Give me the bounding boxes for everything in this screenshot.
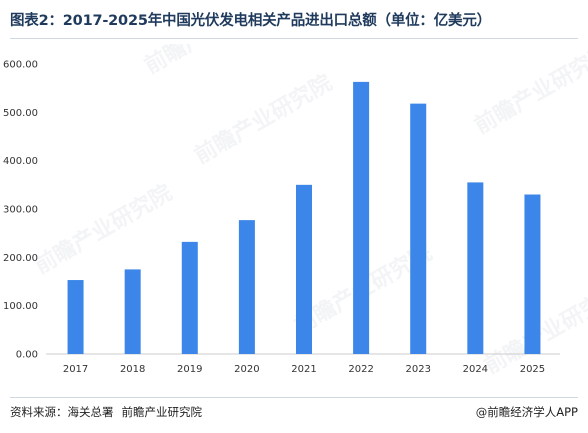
x-tick-label: 2022	[348, 364, 373, 375]
bar-2020	[238, 220, 255, 354]
x-tick-label: 2024	[463, 364, 488, 375]
y-tick-label: 100.00	[3, 301, 38, 312]
bar-2025	[524, 194, 541, 354]
chart-title: 图表2：2017-2025年中国光伏发电相关产品进出口总额（单位：亿美元）	[10, 13, 491, 29]
x-axis-ticks: 2017 2018 2019 2020 2021 2022 2023 2024 2025	[63, 364, 545, 375]
watermark-text: 前瞻产业研究院	[30, 180, 176, 280]
x-tick-label: 2018	[120, 364, 145, 375]
x-tick-label: 2020	[234, 364, 259, 375]
x-tick-label: 2025	[520, 364, 545, 375]
bar-2022	[353, 81, 370, 354]
app-credit: @前瞻经济学人APP	[475, 405, 578, 419]
bar-chart: 前瞻产业研究院前瞻产业研究院前瞻产业研究院前瞻产业研究院前瞻产业研究院前瞻产业研…	[3, 44, 588, 379]
y-tick-label: 400.00	[3, 156, 38, 167]
y-axis-ticks: 0.00 100.00 200.00 300.00 400.00 500.00 600.00	[3, 60, 38, 361]
y-tick-label: 0.00	[16, 350, 38, 361]
x-tick-label: 2023	[405, 364, 430, 375]
bar-2019	[181, 241, 198, 354]
source-note: 资料来源：海关总署 前瞻产业研究院	[10, 402, 202, 422]
y-tick-label: 300.00	[3, 205, 38, 216]
y-tick-label: 600.00	[3, 60, 38, 71]
watermark-text: 前瞻产业研究院	[140, 44, 286, 79]
bar-2017	[67, 280, 84, 354]
bars	[67, 81, 541, 354]
bar-2018	[124, 269, 141, 354]
bar-2021	[296, 184, 312, 354]
x-tick-label: 2017	[63, 364, 88, 375]
x-tick-label: 2019	[177, 364, 202, 375]
title-divider	[10, 38, 578, 39]
bar-2023	[410, 103, 427, 354]
watermark-text: 前瞻产业研究院	[470, 44, 588, 139]
x-tick-label: 2021	[291, 364, 316, 375]
y-tick-label: 500.00	[3, 108, 38, 119]
source-org: 前瞻产业研究院	[121, 405, 203, 419]
y-tick-label: 200.00	[3, 253, 38, 264]
bar-2024	[467, 182, 484, 354]
source-label: 资料来源：海关总署	[10, 405, 114, 419]
footer-divider	[10, 397, 578, 398]
watermark-text: 前瞻产业研究院	[190, 70, 336, 170]
